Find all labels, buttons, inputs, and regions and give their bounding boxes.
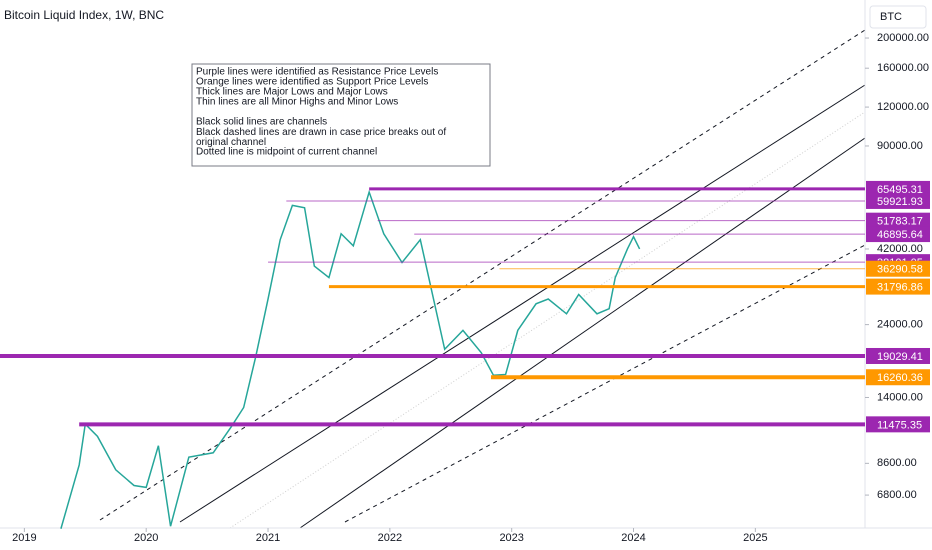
y-tick-label: 6800.00 [877, 489, 917, 501]
y-tick-label: 14000.00 [877, 391, 923, 403]
level-label: 16260.36 [877, 372, 923, 384]
y-tick-label: 8600.00 [877, 457, 917, 469]
level-label: 19029.41 [877, 351, 923, 363]
channel-line [299, 137, 866, 529]
level-badge [866, 192, 930, 209]
level-label: 51783.17 [877, 216, 923, 228]
note: Thick lines are Major Lows and Major Low… [196, 87, 388, 98]
channel-line [179, 84, 866, 523]
level-badge [866, 260, 930, 277]
note: Black solid lines are channels [196, 117, 327, 128]
y-tick-label: 90000.00 [877, 140, 923, 152]
price-line [60, 189, 641, 529]
level-label: 31796.86 [877, 282, 923, 294]
level-badge [866, 212, 930, 229]
chart-title: Bitcoin Liquid Index, 1W, BNC [4, 8, 164, 22]
note: Orange lines were identified as Support … [196, 77, 428, 88]
currency-button[interactable] [869, 5, 927, 29]
x-tick-label: 2019 [12, 532, 36, 544]
channels [99, 29, 866, 529]
y-tick-label: 42000.00 [877, 243, 923, 255]
y-tick-label: 200000.00 [877, 32, 929, 44]
channel-dashed [344, 244, 866, 523]
note: Dotted line is midpoint of current chann… [196, 147, 377, 158]
level-label: 59921.93 [877, 196, 923, 208]
x-tick-label: 2024 [621, 532, 645, 544]
y-tick-label: 160000.00 [877, 62, 929, 74]
x-tick-label: 2022 [378, 532, 402, 544]
x-tick-label: 2025 [743, 532, 767, 544]
level-badge [866, 369, 930, 386]
level-badge [866, 278, 930, 295]
level-label: 65495.31 [877, 184, 923, 196]
note-line: Black dashed lines are drawn in case pri… [196, 127, 446, 138]
level-badge [866, 180, 930, 197]
level-label: 11475.35 [877, 419, 922, 431]
y-tick-label: 24000.00 [877, 319, 923, 331]
x-tick-label: 2021 [256, 532, 280, 544]
note: Black dashed lines are drawn in case pri… [196, 127, 446, 148]
level-label: 46895.64 [877, 229, 923, 241]
currency[interactable]: BTC [880, 11, 902, 23]
note: Purple lines were identified as Resistan… [196, 67, 438, 78]
level-badge [866, 226, 930, 243]
channel-mid [229, 111, 866, 529]
note: Thin lines are all Minor Highs and Minor… [196, 97, 398, 108]
x-tick-label: 2023 [499, 532, 523, 544]
x-tick-label: 2020 [134, 532, 158, 544]
level-badge [866, 416, 930, 433]
notes-box [191, 63, 491, 167]
level-badge [866, 347, 930, 364]
y-tick-label: 120000.00 [877, 101, 929, 113]
note-line: original channel [196, 137, 266, 148]
level-label: 36290.58 [877, 264, 923, 276]
